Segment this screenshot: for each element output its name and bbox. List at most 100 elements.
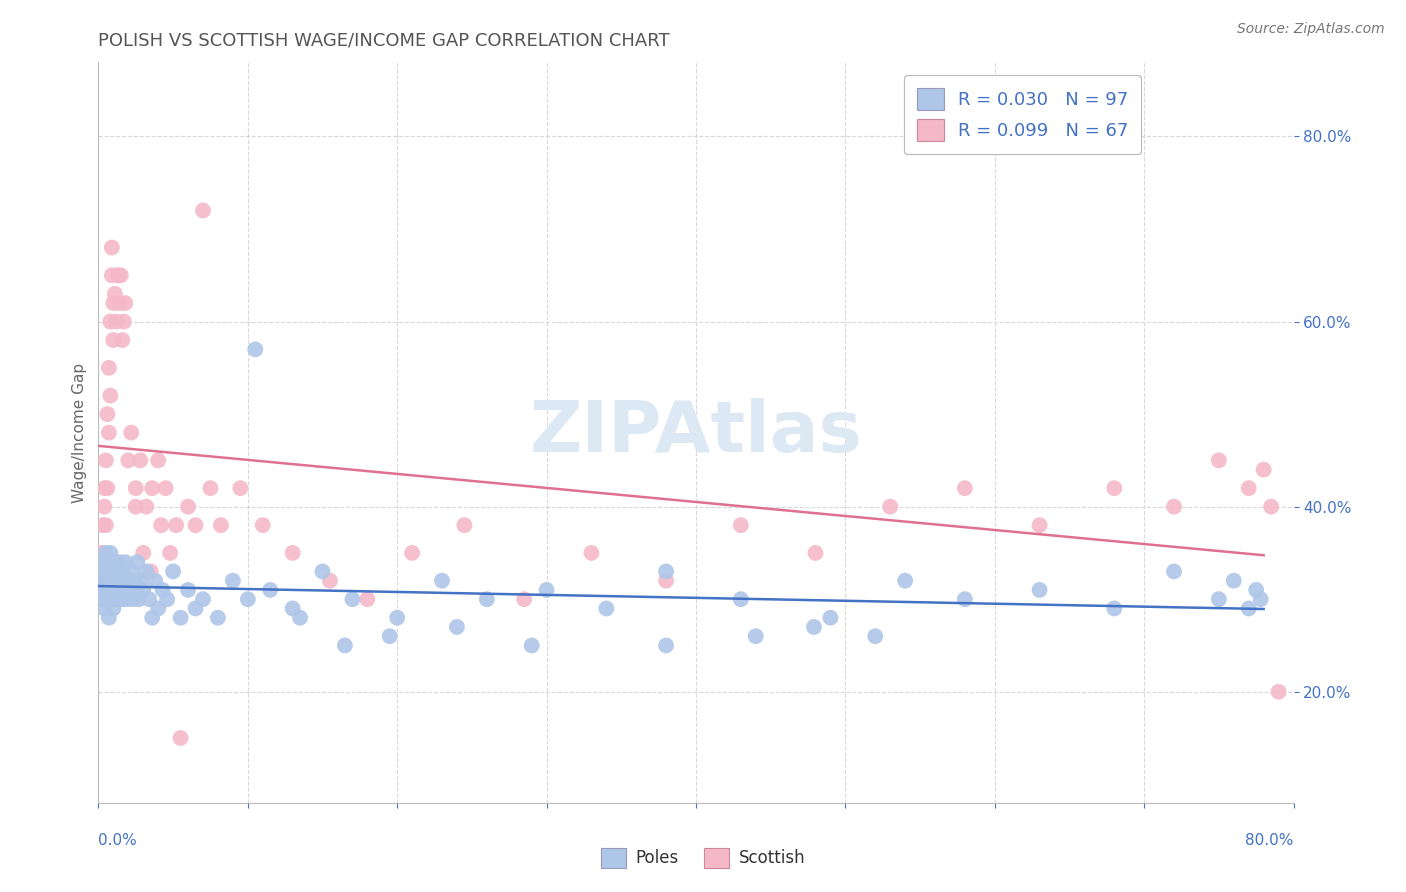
Point: [91, 555, 114, 569]
Point: [1223, 574, 1246, 588]
Point: [342, 592, 364, 607]
Point: [103, 333, 125, 347]
Point: [101, 574, 124, 588]
Legend: Poles, Scottish: Poles, Scottish: [593, 841, 813, 875]
Text: 80.0%: 80.0%: [1246, 833, 1294, 848]
Point: [98, 582, 122, 597]
Point: [730, 592, 752, 607]
Point: [446, 620, 468, 634]
Point: [90, 574, 112, 588]
Point: [103, 565, 125, 579]
Point: [513, 592, 536, 607]
Point: [96, 407, 118, 421]
Point: [207, 610, 229, 624]
Point: [112, 574, 135, 588]
Text: POLISH VS SCOTTISH WAGE/INCOME GAP CORRELATION CHART: POLISH VS SCOTTISH WAGE/INCOME GAP CORRE…: [98, 32, 671, 50]
Point: [209, 518, 232, 533]
Point: [401, 546, 423, 560]
Point: [111, 565, 134, 579]
Point: [803, 620, 825, 634]
Point: [110, 592, 132, 607]
Point: [101, 240, 124, 254]
Text: 0.0%: 0.0%: [98, 833, 138, 848]
Point: [91, 518, 114, 533]
Point: [97, 425, 120, 440]
Text: Source: ZipAtlas.com: Source: ZipAtlas.com: [1237, 22, 1385, 37]
Point: [222, 574, 245, 588]
Point: [98, 389, 122, 403]
Point: [159, 546, 181, 560]
Point: [94, 592, 117, 607]
Point: [98, 314, 122, 328]
Point: [105, 565, 128, 579]
Point: [475, 592, 498, 607]
Point: [152, 582, 174, 597]
Point: [105, 582, 128, 597]
Point: [91, 574, 114, 588]
Point: [125, 582, 148, 597]
Point: [121, 592, 143, 607]
Point: [107, 268, 129, 283]
Point: [111, 333, 134, 347]
Point: [129, 574, 152, 588]
Point: [1250, 592, 1272, 607]
Legend: R = 0.030   N = 97, R = 0.099   N = 67: R = 0.030 N = 97, R = 0.099 N = 67: [904, 75, 1142, 153]
Point: [288, 610, 311, 624]
Point: [953, 592, 976, 607]
Point: [107, 592, 129, 607]
Point: [108, 555, 131, 569]
Point: [820, 610, 842, 624]
Point: [236, 592, 259, 607]
Point: [93, 565, 115, 579]
Text: ZIPAtlas: ZIPAtlas: [530, 398, 862, 467]
Point: [1208, 592, 1230, 607]
Point: [108, 296, 131, 310]
Point: [655, 565, 678, 579]
Point: [104, 574, 127, 588]
Point: [169, 610, 191, 624]
Point: [155, 481, 177, 495]
Point: [94, 546, 117, 560]
Point: [730, 518, 752, 533]
Point: [200, 481, 222, 495]
Point: [93, 500, 115, 514]
Point: [139, 565, 162, 579]
Point: [430, 574, 453, 588]
Point: [143, 574, 166, 588]
Point: [259, 582, 281, 597]
Point: [93, 601, 115, 615]
Point: [135, 565, 157, 579]
Point: [184, 601, 207, 615]
Point: [117, 453, 139, 467]
Point: [98, 565, 122, 579]
Point: [953, 481, 976, 495]
Point: [191, 592, 214, 607]
Point: [107, 574, 129, 588]
Point: [120, 425, 142, 440]
Point: [229, 481, 252, 495]
Point: [97, 610, 120, 624]
Point: [110, 574, 132, 588]
Point: [135, 500, 157, 514]
Point: [520, 639, 543, 653]
Point: [252, 518, 274, 533]
Point: [138, 592, 160, 607]
Point: [378, 629, 401, 643]
Point: [536, 582, 558, 597]
Point: [93, 582, 115, 597]
Point: [453, 518, 475, 533]
Point: [1104, 601, 1126, 615]
Point: [865, 629, 887, 643]
Point: [96, 555, 118, 569]
Point: [245, 343, 267, 357]
Point: [120, 565, 142, 579]
Y-axis label: Wage/Income Gap: Wage/Income Gap: [72, 362, 87, 503]
Point: [333, 639, 356, 653]
Point: [124, 574, 146, 588]
Point: [177, 582, 200, 597]
Point: [356, 592, 378, 607]
Point: [1163, 565, 1185, 579]
Point: [112, 592, 135, 607]
Point: [105, 314, 128, 328]
Point: [111, 582, 134, 597]
